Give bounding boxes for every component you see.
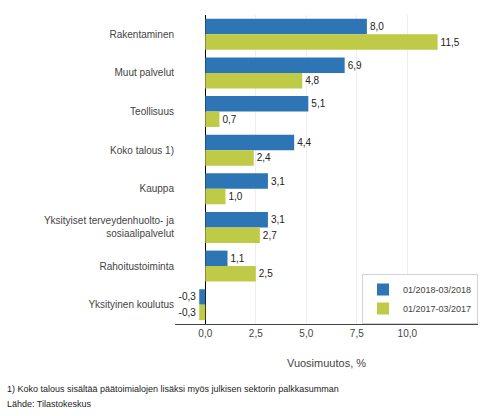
svg-text:Yksityiset terveydenhuolto- ja: Yksityiset terveydenhuolto- jasosiaalipa… [44,215,175,239]
svg-text:Teollisuus: Teollisuus [130,106,174,117]
svg-text:2,4: 2,4 [257,152,271,163]
svg-text:1,1: 1,1 [231,253,245,264]
svg-text:0,0: 0,0 [198,328,212,339]
svg-text:3,1: 3,1 [271,214,285,225]
svg-text:0,7: 0,7 [222,114,236,125]
svg-text:4,4: 4,4 [297,137,311,148]
svg-text:Kauppa: Kauppa [140,183,175,194]
svg-text:2,5: 2,5 [259,268,273,279]
svg-text:6,9: 6,9 [348,60,362,71]
svg-text:7,5: 7,5 [350,328,364,339]
svg-text:01/2017-03/2017: 01/2017-03/2017 [403,304,471,314]
svg-text:3,1: 3,1 [271,176,285,187]
svg-text:5,0: 5,0 [299,328,313,339]
svg-text:1) Koko talous sisältää päätoi: 1) Koko talous sisältää päätoimialojen l… [7,384,339,394]
svg-text:Vuosimuutos, %: Vuosimuutos, % [287,357,366,369]
svg-text:5,1: 5,1 [311,98,325,109]
svg-text:2,5: 2,5 [249,328,263,339]
svg-text:11,5: 11,5 [441,37,460,48]
svg-text:2,7: 2,7 [263,230,277,241]
svg-text:4,8: 4,8 [305,75,319,86]
svg-text:Koko talous 1): Koko talous 1) [110,145,174,156]
svg-text:Yksityinen koulutus: Yksityinen koulutus [88,299,174,310]
svg-text:Muut palvelut: Muut palvelut [115,67,175,78]
svg-text:-0,3: -0,3 [179,307,197,318]
svg-text:10,0: 10,0 [398,328,418,339]
svg-text:-0,3: -0,3 [179,291,197,302]
svg-text:Rahoitustoiminta: Rahoitustoiminta [100,261,175,272]
svg-text:8,0: 8,0 [370,21,384,32]
svg-text:Lähde: Tilastokeskus: Lähde: Tilastokeskus [7,399,92,409]
svg-text:1,0: 1,0 [229,191,243,202]
svg-text:01/2018-03/2018: 01/2018-03/2018 [403,285,471,295]
svg-text:Rakentaminen: Rakentaminen [110,29,174,40]
